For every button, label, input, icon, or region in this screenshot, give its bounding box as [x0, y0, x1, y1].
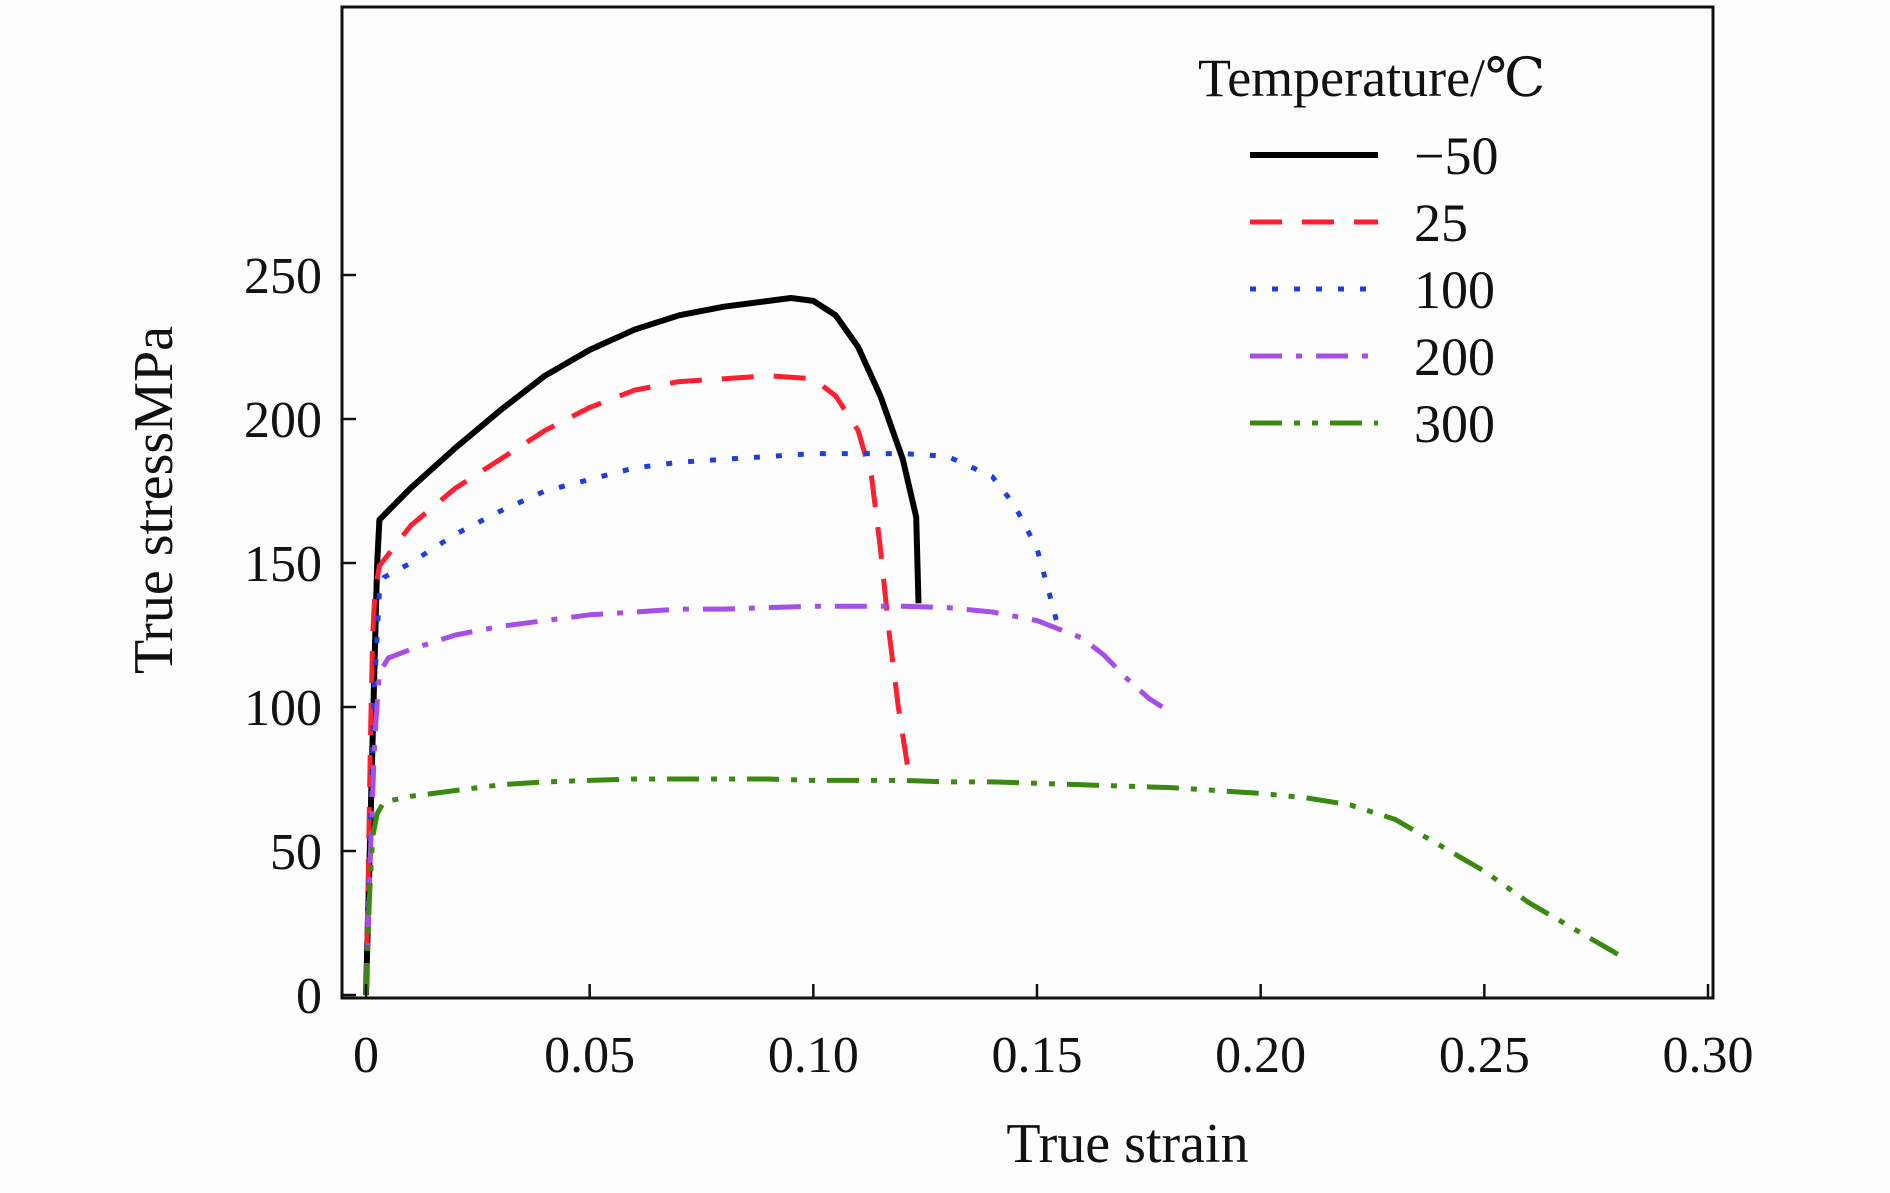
series-layer: [363, 295, 1620, 996]
y-tick-label: 0: [296, 968, 322, 1025]
legend-items: −50 25 100 200 300: [1250, 126, 1498, 454]
x-tick-label: 0.20: [1215, 1027, 1306, 1084]
y-tick-label: 50: [270, 824, 322, 881]
y-tick-label: 250: [244, 248, 322, 305]
series-line-4: [363, 776, 1620, 996]
y-tick-label: 200: [244, 392, 322, 449]
y-axis: 0 50 100 150 200 250: [244, 248, 356, 1025]
legend-label-2: 100: [1414, 260, 1495, 320]
series-line-0: [363, 295, 922, 996]
legend-title: Temperature/℃: [1198, 48, 1545, 108]
x-axis: 0 0.05 0.10 0.15 0.20 0.25 0.30: [353, 984, 1754, 1084]
series-line-2: [363, 451, 1062, 996]
series-line-3: [363, 603, 1164, 996]
legend-label-1: 25: [1414, 193, 1468, 253]
y-tick-label: 150: [244, 536, 322, 593]
legend: Temperature/℃ −50 25 100 200 300: [1198, 48, 1545, 454]
legend-label-3: 200: [1414, 327, 1495, 387]
plot-frame: [340, 5, 1715, 1000]
x-tick-label: 0.30: [1663, 1027, 1754, 1084]
x-tick-label: 0.05: [544, 1027, 635, 1084]
y-tick-label: 100: [244, 680, 322, 737]
x-tick-label: 0.25: [1439, 1027, 1530, 1084]
y-axis-label: True stressMPa: [123, 326, 185, 674]
legend-label-4: 300: [1414, 394, 1495, 454]
x-axis-label: True strain: [1006, 1113, 1248, 1175]
x-tick-label: 0: [353, 1027, 379, 1084]
x-tick-label: 0.15: [992, 1027, 1083, 1084]
x-tick-label: 0.10: [768, 1027, 859, 1084]
legend-label-0: −50: [1414, 126, 1498, 186]
series-line-1: [363, 373, 910, 996]
